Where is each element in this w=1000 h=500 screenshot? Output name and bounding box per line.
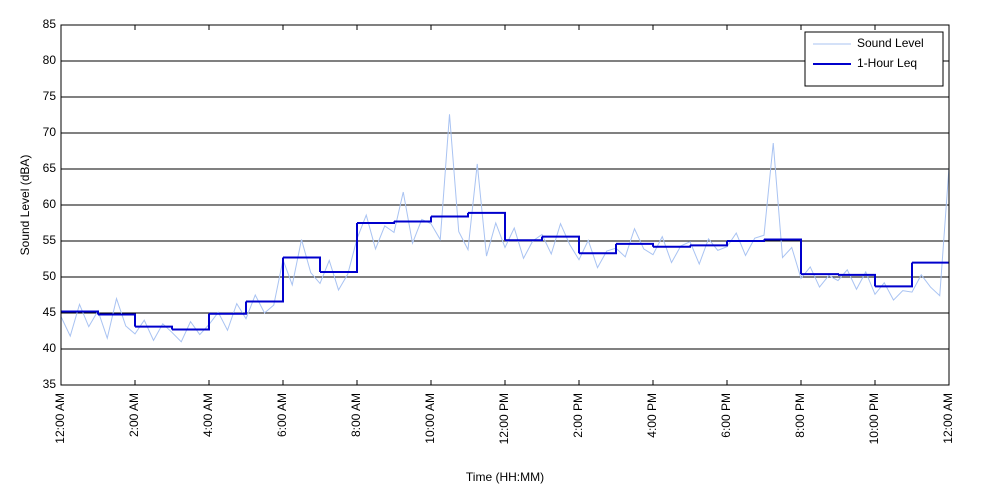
y-tick-label: 60 [43,197,57,211]
y-tick-label: 75 [43,89,57,103]
y-tick-label: 55 [43,233,57,247]
x-tick-label: 10:00 AM [423,393,437,444]
leq-step [98,313,136,327]
leq-step [172,313,210,331]
y-tick-label: 85 [43,17,57,31]
x-tick-label: 6:00 PM [719,393,733,438]
y-tick-label: 45 [43,305,57,319]
x-tick-label: 8:00 PM [793,393,807,438]
leq-step [283,256,321,272]
x-tick-label: 2:00 PM [571,393,585,438]
leq-step [394,216,432,223]
leq-step [246,257,284,303]
leq-step [209,301,247,315]
x-tick-label: 8:00 AM [349,393,363,437]
leq-step [468,211,506,241]
legend-label: 1-Hour Leq [857,56,917,70]
x-tick-label: 12:00 AM [53,393,67,444]
x-tick-label: 12:00 AM [941,393,955,444]
leq-step [690,241,728,247]
leq-step [431,212,469,218]
y-axis-label: Sound Level (dBA) [18,155,32,256]
x-tick-label: 4:00 PM [645,393,659,438]
legend-box [804,31,944,87]
leq-step [838,273,876,287]
leq-step [875,262,913,288]
legend-label: Sound Level [857,36,924,50]
leq-step [579,243,617,255]
x-tick-label: 12:00 PM [497,393,511,444]
x-axis-label: Time (HH:MM) [466,470,544,484]
leq-step [764,238,802,275]
y-tick-label: 35 [43,377,57,391]
leq-step [801,273,839,276]
y-tick-label: 50 [43,269,57,283]
leq-step [542,235,580,254]
y-tick-label: 65 [43,161,57,175]
leq-step [320,223,358,273]
y-tick-label: 40 [43,341,57,355]
plot-frame [60,24,950,386]
y-tick-label: 70 [43,125,57,139]
y-tick-label: 80 [43,53,57,67]
x-tick-label: 2:00 AM [127,393,141,437]
x-tick-label: 10:00 PM [867,393,881,444]
leq-step [505,236,543,242]
x-tick-label: 4:00 AM [201,393,215,437]
x-tick-label: 6:00 AM [275,393,289,437]
